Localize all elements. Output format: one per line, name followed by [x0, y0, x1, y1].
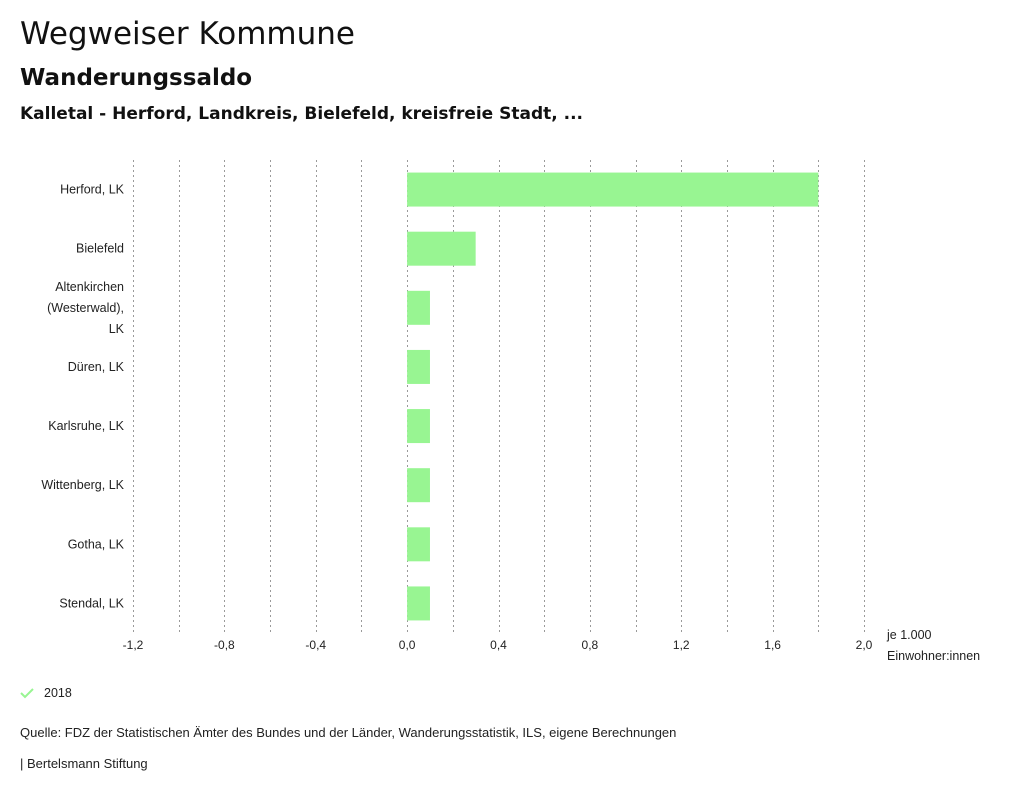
legend-item-2018[interactable]: 2018: [20, 686, 72, 700]
chart-subtitle: Wanderungssaldo: [20, 65, 253, 91]
category-label: Karlsruhe, LK: [48, 419, 124, 433]
category-label: Herford, LK: [60, 183, 125, 197]
x-tick-label: 1,6: [764, 638, 781, 652]
x-tick-label: 0,8: [582, 638, 599, 652]
bar-chart: Herford, LK Bielefeld Altenkirchen (Westerw…: [41, 160, 873, 652]
bar[interactable]: [407, 409, 430, 444]
page-title: Wegweiser Kommune: [20, 16, 355, 52]
region-label: Kalletal - Herford, Landkreis, Bielefeld…: [20, 104, 584, 124]
unit-label-line-1: je 1.000: [887, 628, 932, 642]
x-tick-label: 0,4: [490, 638, 507, 652]
category-label: Bielefeld: [76, 242, 124, 256]
x-axis-ticks: -1,2 -0,8 -0,4 0,0 0,4 0,8 1,2 1,6 2,0: [123, 638, 873, 652]
x-tick-label: 2,0: [856, 638, 873, 652]
x-tick-label: 0,0: [399, 638, 416, 652]
bar[interactable]: [407, 290, 430, 325]
category-label: Düren, LK: [68, 360, 125, 374]
legend-label: 2018: [44, 686, 72, 700]
category-label: Wittenberg, LK: [41, 478, 124, 492]
check-icon: [20, 688, 34, 699]
bar[interactable]: [407, 231, 476, 266]
category-label: Gotha, LK: [68, 537, 125, 551]
grid-lines: [133, 160, 865, 633]
category-label: Stendal, LK: [59, 596, 124, 610]
bar[interactable]: [407, 468, 430, 503]
source-note: Quelle: FDZ der Statistischen Ämter des …: [20, 725, 677, 740]
unit-label-line-2: Einwohner:innen: [887, 649, 981, 663]
x-tick-label: -1,2: [123, 638, 144, 652]
bars: [407, 172, 819, 621]
credit-note: | Bertelsmann Stiftung: [20, 756, 148, 771]
category-labels: Herford, LK Bielefeld Altenkirchen (Westerw…: [41, 183, 124, 611]
unit-label: je 1.000 Einwohner:innen: [887, 625, 980, 667]
bar[interactable]: [407, 172, 819, 207]
x-tick-label: 1,2: [673, 638, 690, 652]
x-tick-label: -0,4: [305, 638, 326, 652]
bar[interactable]: [407, 349, 430, 384]
bar[interactable]: [407, 527, 430, 562]
x-tick-label: -0,8: [214, 638, 235, 652]
category-label: Altenkirchen (Westerwald), LK: [47, 280, 125, 336]
bar[interactable]: [407, 586, 430, 621]
